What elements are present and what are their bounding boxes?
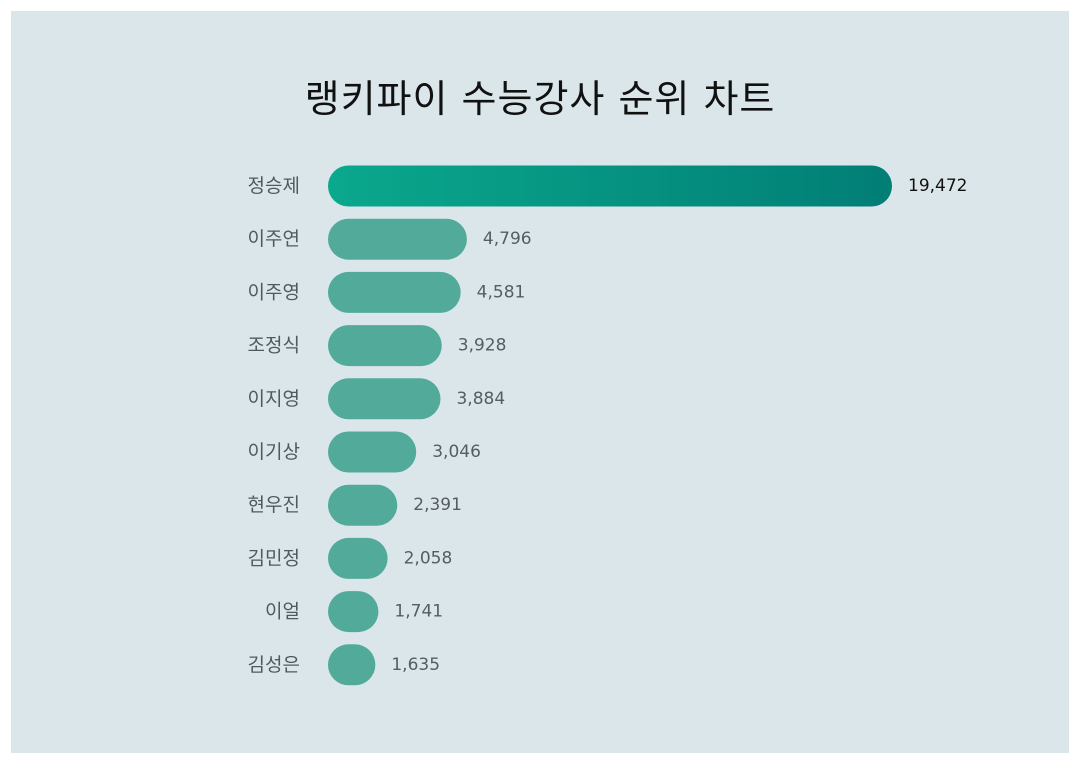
- bar: [328, 484, 398, 526]
- bar: [328, 378, 441, 420]
- category-label: 이주연: [248, 228, 300, 250]
- category-label: 정승제: [248, 175, 300, 197]
- value-label: 1,635: [391, 655, 440, 675]
- value-label: 4,796: [483, 229, 532, 249]
- chart-background: [11, 11, 1069, 753]
- category-label: 이지영: [248, 388, 300, 410]
- value-label: 3,046: [432, 442, 481, 462]
- value-label: 3,928: [458, 336, 507, 356]
- category-label: 현우진: [248, 494, 300, 516]
- category-label: 이주영: [248, 281, 300, 303]
- bars-group: 정승제 19,472 이주연 4,796 이주영 4,581 조정식 3,928 이지영 3,88…: [248, 165, 967, 686]
- value-label: 4,581: [477, 282, 526, 302]
- category-label: 이얼: [265, 601, 300, 623]
- bar: [328, 218, 467, 260]
- value-label: 2,391: [413, 495, 462, 515]
- bar: [328, 165, 892, 207]
- bar: [328, 537, 388, 579]
- bar: [328, 431, 417, 473]
- category-label: 조정식: [248, 335, 300, 357]
- value-label: 19,472: [908, 176, 967, 196]
- category-label: 김성은: [248, 654, 300, 676]
- value-label: 2,058: [404, 548, 453, 568]
- value-label: 1,741: [394, 602, 443, 622]
- bar: [328, 644, 376, 686]
- bar: [328, 271, 461, 313]
- value-label: 3,884: [456, 389, 505, 409]
- category-label: 김민정: [248, 547, 300, 569]
- bar: [328, 325, 442, 367]
- chart-title: 랭키파이 수능강사 순위 차트: [304, 77, 776, 121]
- category-label: 이기상: [248, 441, 300, 463]
- bar: [328, 591, 379, 633]
